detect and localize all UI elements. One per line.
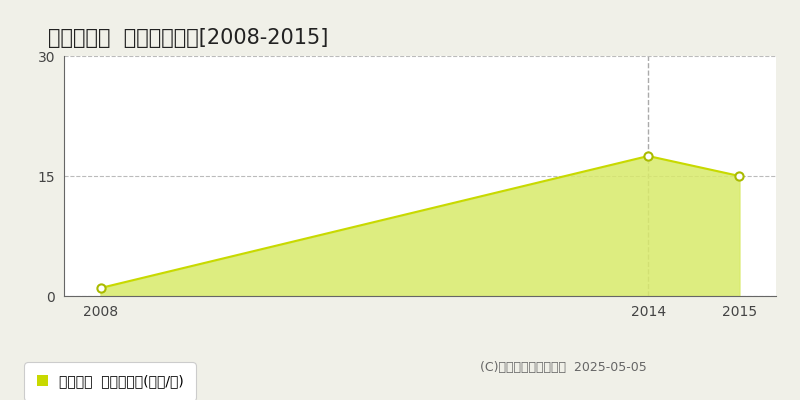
Point — [642, 153, 654, 159]
Point — [733, 173, 746, 179]
Text: (C)土地価格ドットコム  2025-05-05: (C)土地価格ドットコム 2025-05-05 — [480, 361, 646, 374]
Point — [94, 285, 107, 291]
Legend: 土地価格  平均坪単価(万円/坪): 土地価格 平均坪単価(万円/坪) — [29, 366, 192, 397]
Text: 新城市川路  土地価格推移[2008-2015]: 新城市川路 土地価格推移[2008-2015] — [48, 28, 328, 48]
